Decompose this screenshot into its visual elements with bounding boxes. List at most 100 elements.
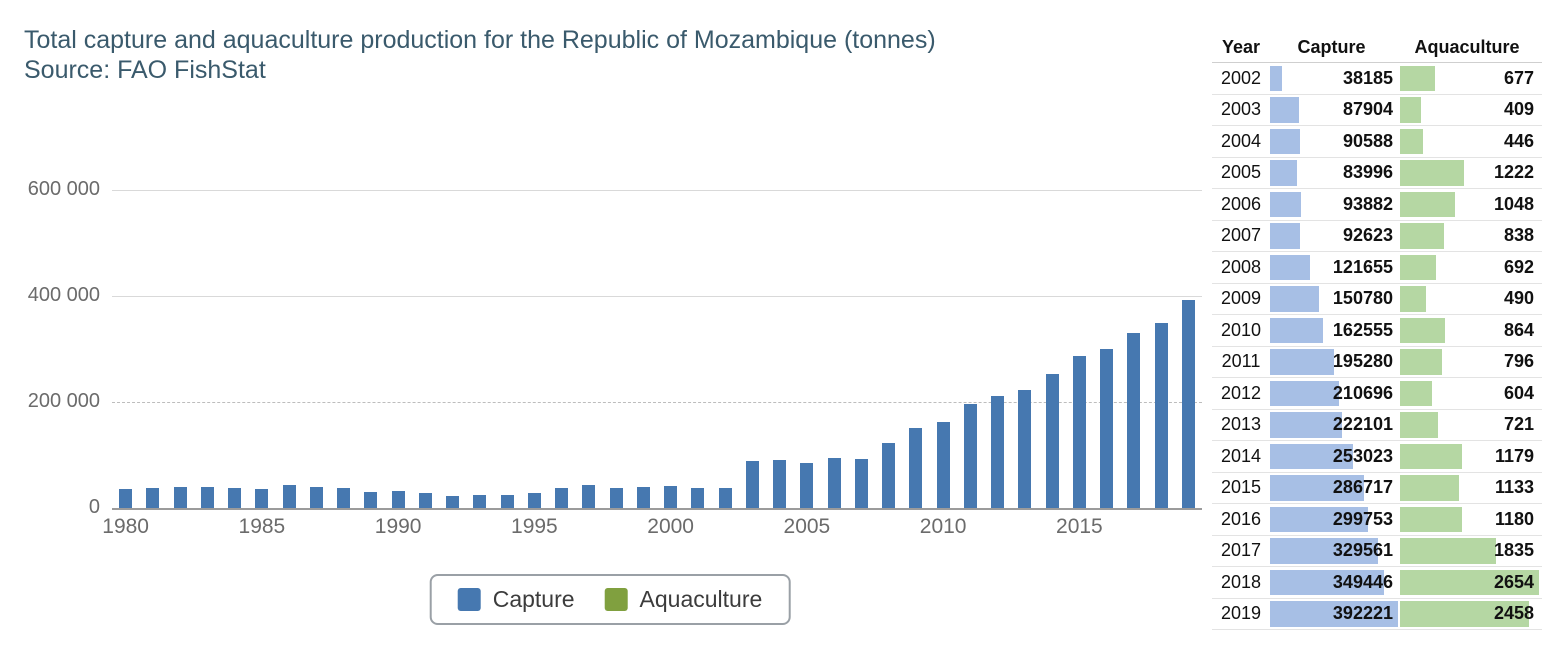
capture-cell-bar — [1270, 412, 1343, 438]
aquaculture-value: 1835 — [1493, 540, 1534, 561]
capture-bar — [364, 491, 378, 508]
capture-bar — [1127, 333, 1141, 508]
capture-value: 87904 — [1342, 99, 1393, 120]
table-row: 2009 150780 490 — [1212, 284, 1542, 315]
year-cell: 2002 — [1220, 67, 1262, 88]
aquaculture-value: 1180 — [1494, 508, 1534, 529]
table-row: 2003 87904 409 — [1212, 95, 1542, 126]
gridline — [112, 295, 1202, 297]
capture-value: 195280 — [1332, 351, 1393, 372]
capture-cell-bar — [1270, 97, 1299, 123]
year-column-header: Year — [1221, 37, 1261, 57]
x-tick-label: 2000 — [647, 515, 694, 538]
year-cell: 2012 — [1220, 382, 1262, 403]
aquaculture-value: 490 — [1503, 288, 1534, 309]
capture-cell: 83996 — [1270, 158, 1398, 189]
table-row: 2018 349446 2654 — [1212, 567, 1542, 599]
capture-bar — [282, 485, 296, 508]
aquaculture-value: 864 — [1503, 319, 1534, 340]
capture-bar — [854, 458, 868, 508]
chart-title: Total capture and aquaculture production… — [24, 26, 936, 54]
aquaculture-cell-bar — [1400, 317, 1446, 343]
aquaculture-cell: 692 — [1400, 252, 1539, 283]
capture-bar — [773, 459, 787, 508]
aquaculture-cell-bar — [1400, 65, 1436, 91]
capture-bar — [827, 458, 841, 508]
aquaculture-cell: 2654 — [1400, 567, 1539, 598]
aquaculture-column-header: Aquaculture — [1414, 37, 1520, 57]
capture-bar — [255, 488, 269, 508]
table-row: 2007 92623 838 — [1212, 221, 1542, 252]
table-row: 2004 90588 446 — [1212, 126, 1542, 158]
y-tick-label: 600 000 — [27, 177, 100, 200]
capture-bar — [691, 488, 705, 508]
aquaculture-value: 1179 — [1494, 445, 1534, 466]
capture-bar — [119, 489, 133, 508]
table-row: 2016 299753 1180 — [1212, 504, 1542, 536]
capture-bar — [636, 486, 650, 508]
x-tick-label: 1995 — [511, 515, 558, 538]
x-tick-label: 1985 — [238, 515, 286, 538]
aquaculture-cell-bar — [1400, 128, 1424, 154]
capture-bar — [527, 493, 541, 508]
capture-cell: 286717 — [1270, 473, 1398, 504]
aquaculture-value: 409 — [1503, 99, 1534, 120]
table-header-row: Year Capture Aquaculture — [1212, 33, 1542, 63]
table-row: 2013 222101 721 — [1212, 410, 1542, 441]
aquaculture-value: 677 — [1503, 67, 1534, 88]
x-tick-label: 1980 — [102, 515, 149, 538]
capture-cell: 87904 — [1270, 95, 1398, 126]
aquaculture-cell: 677 — [1400, 63, 1539, 94]
aquaculture-cell-bar — [1400, 254, 1437, 280]
capture-cell: 195280 — [1270, 347, 1398, 378]
capture-bar — [664, 485, 678, 508]
capture-cell-bar — [1270, 128, 1300, 154]
capture-bar — [718, 487, 732, 508]
capture-bar — [936, 421, 950, 508]
capture-cell-bar — [1270, 569, 1385, 595]
capture-bar — [1100, 348, 1114, 508]
capture-cell-bar — [1270, 254, 1310, 280]
capture-value: 83996 — [1342, 162, 1393, 183]
capture-value: 286717 — [1332, 477, 1393, 498]
capture-bar — [309, 486, 323, 508]
aquaculture-cell: 1133 — [1400, 473, 1539, 504]
capture-bar — [991, 396, 1005, 508]
capture-bar — [745, 461, 759, 508]
aquaculture-cell: 1048 — [1400, 189, 1539, 220]
capture-cell: 299753 — [1270, 504, 1398, 535]
capture-bar — [146, 487, 160, 508]
aquaculture-cell-bar — [1400, 443, 1462, 469]
capture-cell-bar — [1270, 506, 1368, 532]
year-cell: 2010 — [1220, 319, 1262, 340]
capture-bar — [500, 494, 514, 508]
gridline — [112, 401, 1202, 403]
capture-bar — [446, 495, 460, 508]
aquaculture-cell: 409 — [1400, 95, 1539, 126]
capture-cell-bar — [1270, 317, 1324, 343]
year-cell: 2003 — [1220, 99, 1262, 120]
aquaculture-value: 1133 — [1494, 477, 1534, 498]
capture-value: 162555 — [1332, 319, 1393, 340]
capture-value: 210696 — [1332, 382, 1393, 403]
aquaculture-cell-bar — [1400, 412, 1438, 438]
capture-cell-bar — [1270, 160, 1298, 186]
capture-cell: 121655 — [1270, 252, 1398, 283]
year-cell: 2011 — [1221, 351, 1261, 372]
data-table: Year Capture Aquaculture 2002 38185 677 200… — [1212, 33, 1542, 630]
aquaculture-cell-bar — [1400, 97, 1422, 123]
capture-cell: 329561 — [1270, 536, 1398, 567]
capture-bar — [882, 443, 896, 508]
aquaculture-cell-bar — [1400, 286, 1426, 312]
capture-column-header: Capture — [1297, 37, 1366, 57]
year-cell: 2014 — [1220, 445, 1262, 466]
aquaculture-value: 796 — [1503, 351, 1534, 372]
capture-value: 121655 — [1332, 256, 1393, 277]
aquaculture-cell: 838 — [1400, 221, 1539, 252]
capture-cell-bar — [1270, 286, 1320, 312]
aquaculture-cell: 446 — [1400, 126, 1539, 157]
aquaculture-value: 2458 — [1493, 603, 1534, 624]
capture-bar — [800, 463, 814, 508]
capture-cell: 392221 — [1270, 599, 1398, 630]
